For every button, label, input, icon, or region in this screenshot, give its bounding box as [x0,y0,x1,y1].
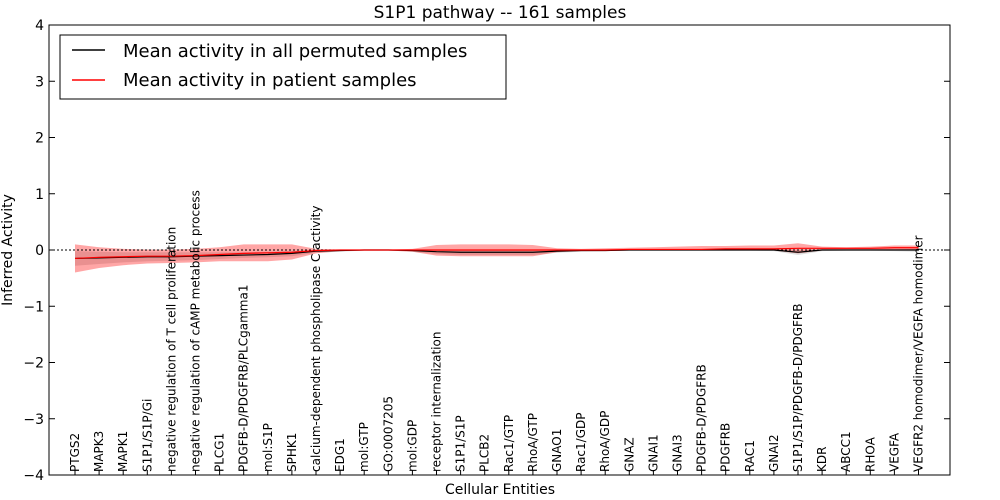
x-tick-label: RhoA/GTP [526,413,540,472]
x-tick-label: PLCB2 [478,434,492,472]
y-tick-label: −2 [23,356,44,372]
x-tick-label: RhoA/GDP [598,411,612,472]
x-tick-label: GNAO1 [550,429,564,472]
y-tick-label: 3 [35,74,44,90]
x-tick-label: VEGFR2 homodimer/VEGFA homodimer [912,235,926,472]
plot-frame [48,24,951,476]
y-axis-title: Inferred Activity [0,194,16,306]
x-tick-label: Rac1/GTP [502,415,516,472]
x-tick-label: RHOA [863,436,877,472]
x-tick-label: PDGFB-D/PDGFRB/PLCgamma1 [237,285,251,472]
x-tick-label: mol:GDP [405,420,419,472]
x-tick-label: MAPK3 [92,431,106,472]
x-tick-label: GNAI1 [646,434,660,472]
legend: Mean activity in all permuted samples Me… [59,34,507,100]
y-tick-label: −4 [23,468,44,484]
x-tick-label: calcium-dependent phospholipase C activi… [309,206,323,472]
x-tick-label: PDGFB-D/PDGFRB [695,364,709,472]
x-tick-label: RAC1 [743,440,757,472]
x-tick-label: negative regulation of cAMP metabolic pr… [189,190,203,472]
x-tick-label: negative regulation of T cell proliferat… [164,227,178,472]
line-patient [74,247,919,260]
line-permuted [74,249,919,260]
x-tick-label: VEGFA [887,432,901,472]
x-tick-label: receptor internalization [430,332,444,472]
x-tick-label: PDGFRB [719,423,733,472]
x-tick-label: mol:S1P [261,423,275,472]
x-tick-label: GNAI2 [767,434,781,472]
x-tick-label: SPHK1 [285,433,299,472]
x-tick-label: S1P1/S1P/PDGFB-D/PDGFRB [791,304,805,472]
y-tick-label: 1 [35,187,44,203]
y-tick-label: 0 [35,243,44,259]
x-tick-label: PTGS2 [68,433,82,472]
chart-title: S1P1 pathway -- 161 samples [374,3,627,23]
y-tick-label: 2 [35,131,44,147]
x-tick-label: MAPK1 [116,431,130,472]
x-tick-label: KDR [815,447,829,472]
legend-box [59,34,507,100]
legend-label-permuted: Mean activity in all permuted samples [123,41,467,62]
x-axis-title: Cellular Entities [445,482,555,498]
x-tick-label: GNAI3 [671,434,685,472]
x-tick-label: GNAZ [622,437,636,472]
x-tick-label: EDG1 [333,438,347,472]
x-axis-category-labels: PTGS2 MAPK3 MAPK1 S1P1/S1P/Gi negative regul… [68,190,926,475]
y-axis-ticks: −4 −3 −2 −1 0 1 2 3 4 [23,18,950,484]
x-tick-label: Rac1/GDP [574,413,588,472]
series-lines [74,247,919,260]
x-tick-label: mol:GTP [357,422,371,472]
x-tick-label: S1P1/S1P/Gi [140,399,154,472]
band-patient [75,243,919,273]
x-tick-label: ABCC1 [839,431,853,472]
legend-label-patient: Mean activity in patient samples [123,70,417,91]
x-tick-label: GO:0007205 [381,396,395,472]
y-tick-label: −1 [23,299,44,315]
x-tick-label: S1P1/S1P [454,415,468,472]
y-tick-label: −3 [23,412,44,428]
x-tick-label: PLCG1 [213,433,227,472]
y-tick-label: 4 [35,18,44,34]
